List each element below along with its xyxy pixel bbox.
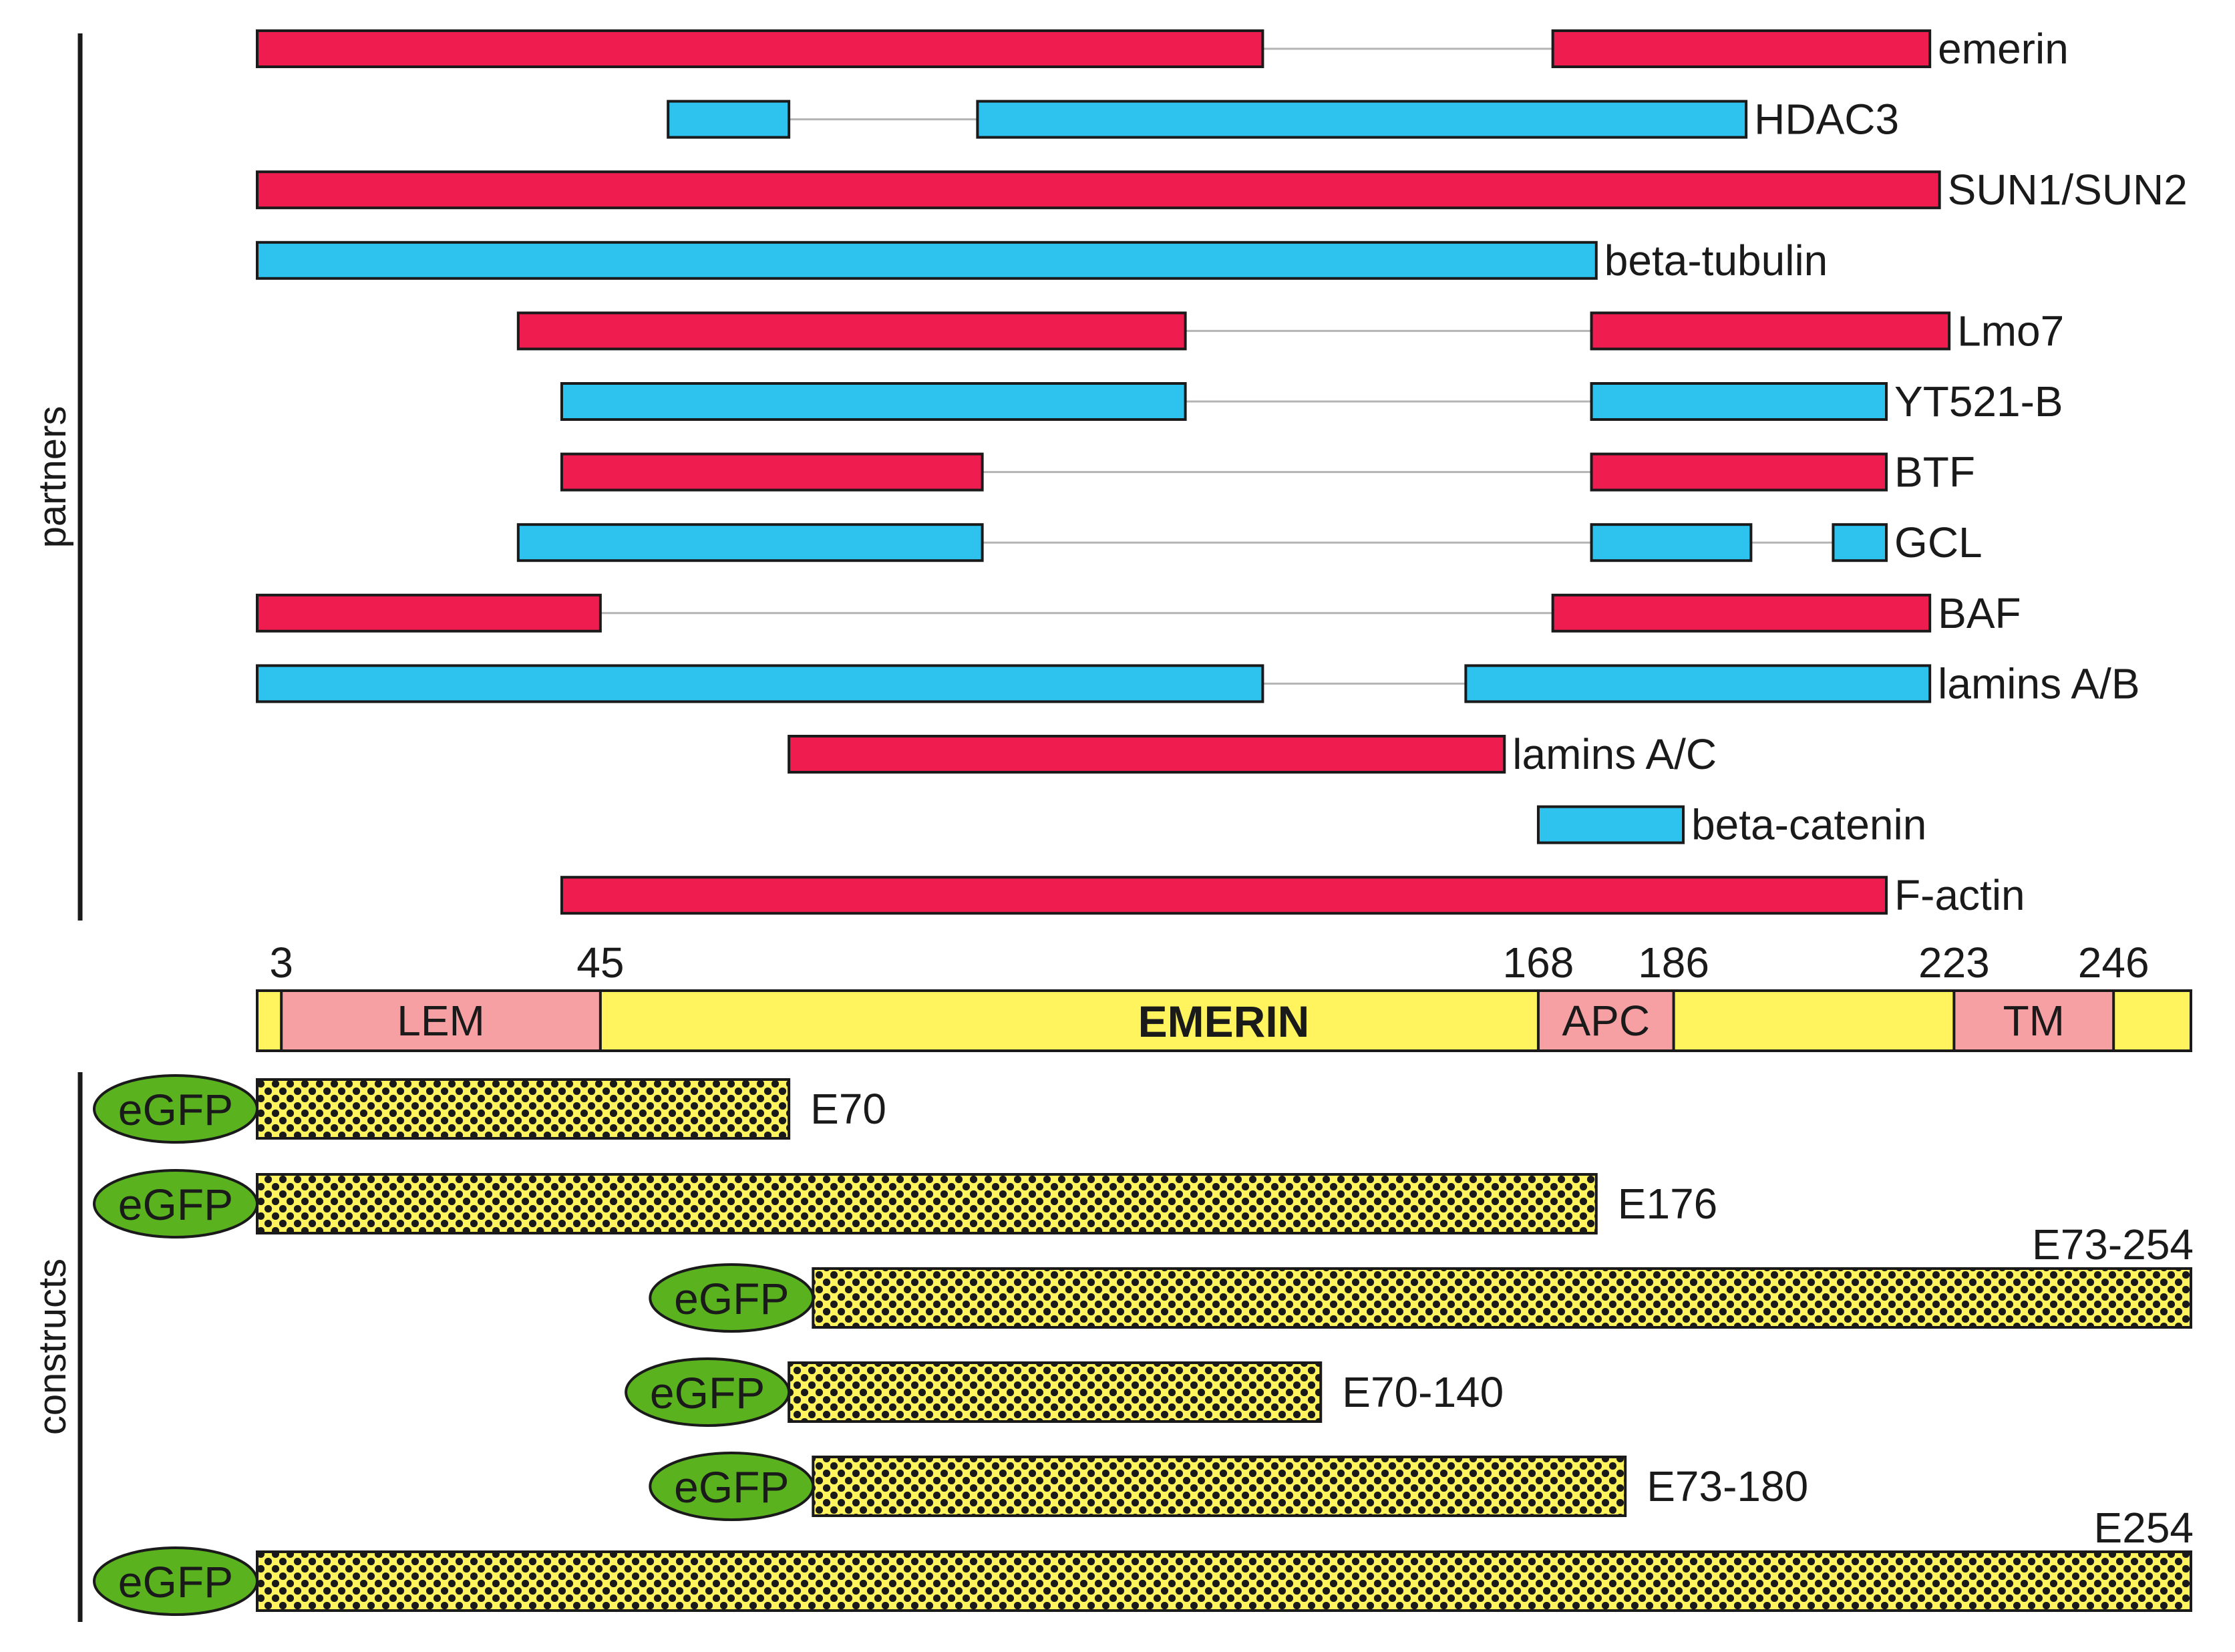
constructs-axis-label: constructs: [31, 1259, 74, 1435]
partner-row: lamins A/B: [256, 659, 2140, 707]
emerin-position-label: 223: [1918, 939, 1990, 987]
emerin-position-label: 168: [1503, 939, 1574, 987]
partner-label: beta-tubulin: [1604, 236, 1828, 285]
partner-binding-bar: [516, 523, 984, 562]
partners-axis-label: partners: [31, 406, 74, 548]
emerin-domain: [280, 989, 602, 1052]
partner-row: beta-catenin: [1536, 801, 1926, 849]
egfp-tag-label: eGFP: [674, 1462, 789, 1512]
partner-label: lamins A/B: [1938, 659, 2139, 707]
construct-label: E70: [810, 1085, 886, 1133]
partner-binding-bar: [256, 664, 1264, 703]
partner-binding-bar: [1464, 664, 1932, 703]
egfp-tag-label: eGFP: [118, 1557, 233, 1607]
emerin-map: LEM APC TM EMERIN 3 45 168 186 223 246: [256, 939, 2192, 1052]
partner-binding-bar: [560, 382, 1187, 421]
partner-binding-bar: [1551, 29, 1932, 68]
construct-row: eGFP E73-254: [649, 1220, 2194, 1333]
partner-binding-bar: [1590, 382, 1888, 421]
partner-row: GCL: [516, 518, 1983, 566]
egfp-tag: [649, 1263, 815, 1333]
egfp-tag: [93, 1546, 259, 1616]
egfp-tag: [625, 1357, 791, 1427]
emerin-position-label: 3: [269, 939, 293, 987]
construct-label: E176: [1618, 1180, 1717, 1228]
emerin-domain: [1952, 989, 2115, 1052]
construct-emerin-fragment: [256, 1078, 791, 1140]
partner-row: beta-tubulin: [256, 236, 1828, 285]
construct-label: E73-254: [2032, 1220, 2194, 1269]
emerin-domain: [1536, 989, 1675, 1052]
partner-label: YT521-B: [1894, 377, 2063, 426]
partner-binding-bar: [560, 452, 984, 492]
egfp-tag: [649, 1452, 815, 1521]
construct-emerin-fragment: [812, 1267, 2192, 1329]
partner-label: HDAC3: [1754, 96, 1899, 144]
partner-row: BTF: [560, 448, 1975, 496]
emerin-position-label: 246: [2078, 939, 2150, 987]
construct-emerin-fragment: [788, 1361, 1323, 1423]
egfp-tag-label: eGFP: [674, 1274, 789, 1323]
partner-binding-bar: [560, 876, 1888, 915]
partner-row: emerin: [256, 25, 2069, 73]
construct-label: E70-140: [1342, 1368, 1504, 1416]
partner-label: SUN1/SUN2: [1948, 166, 2188, 214]
emerin-title: EMERIN: [1138, 997, 1310, 1046]
partner-label: beta-catenin: [1691, 801, 1926, 849]
partner-row: YT521-B: [560, 377, 2063, 426]
partner-binding-bar: [256, 170, 1941, 210]
emerin-position-label: 45: [576, 939, 624, 987]
partner-binding-bar: [516, 311, 1187, 351]
egfp-tag: [93, 1074, 259, 1144]
construct-row: eGFP E176: [93, 1169, 1717, 1238]
egfp-tag-label: eGFP: [118, 1180, 233, 1229]
partner-label: lamins A/C: [1512, 730, 1717, 778]
partner-label: F-actin: [1894, 871, 2025, 919]
partner-label: emerin: [1938, 25, 2069, 73]
partner-binding-bar: [1832, 523, 1888, 562]
construct-label: E73-180: [1647, 1462, 1808, 1510]
construct-emerin-fragment: [256, 1173, 1598, 1234]
construct-emerin-fragment: [256, 1550, 2192, 1612]
egfp-tag: [93, 1169, 259, 1238]
construct-row: eGFP E254: [93, 1504, 2194, 1616]
construct-row: eGFP E73-180: [649, 1452, 1808, 1521]
partner-row: lamins A/C: [788, 730, 1717, 778]
partner-row: Lmo7: [516, 307, 2064, 355]
construct-row: eGFP E70-140: [625, 1357, 1504, 1427]
partner-binding-bar: [1536, 805, 1685, 844]
emerin-domain-label: TM: [2003, 997, 2065, 1045]
construct-row: eGFP E70: [93, 1074, 886, 1144]
partner-row: HDAC3: [667, 96, 1899, 144]
partner-binding-bar: [256, 29, 1264, 68]
partner-binding-bar: [976, 100, 1748, 139]
emerin-domain-label: LEM: [397, 997, 485, 1045]
partner-binding-bar: [1590, 452, 1888, 492]
partner-binding-bar: [667, 100, 791, 139]
partner-rows: emerin HDAC3 SUN1/SUN2 beta-tubulin Lmo7 YT52…: [256, 25, 2188, 919]
partner-label: GCL: [1894, 518, 1983, 566]
partner-label: BAF: [1938, 589, 2021, 637]
emerin-position-label: 186: [1638, 939, 1709, 987]
emerin-domain-label: APC: [1562, 997, 1650, 1045]
partner-row: F-actin: [560, 871, 2025, 919]
construct-emerin-fragment: [812, 1456, 1627, 1517]
partner-binding-bar: [1590, 523, 1753, 562]
egfp-tag-label: eGFP: [118, 1085, 233, 1134]
partner-binding-bar: [1551, 593, 1932, 633]
partner-label: BTF: [1894, 448, 1975, 496]
egfp-tag-label: eGFP: [650, 1368, 765, 1418]
partner-binding-bar: [1590, 311, 1951, 351]
partner-row: SUN1/SUN2: [256, 166, 2188, 214]
partner-binding-bar: [256, 240, 1598, 280]
partner-label: Lmo7: [1957, 307, 2064, 355]
construct-label: E254: [2094, 1504, 2194, 1552]
partner-binding-bar: [256, 593, 602, 633]
partner-binding-bar: [788, 735, 1506, 774]
partner-row: BAF: [256, 589, 2021, 637]
